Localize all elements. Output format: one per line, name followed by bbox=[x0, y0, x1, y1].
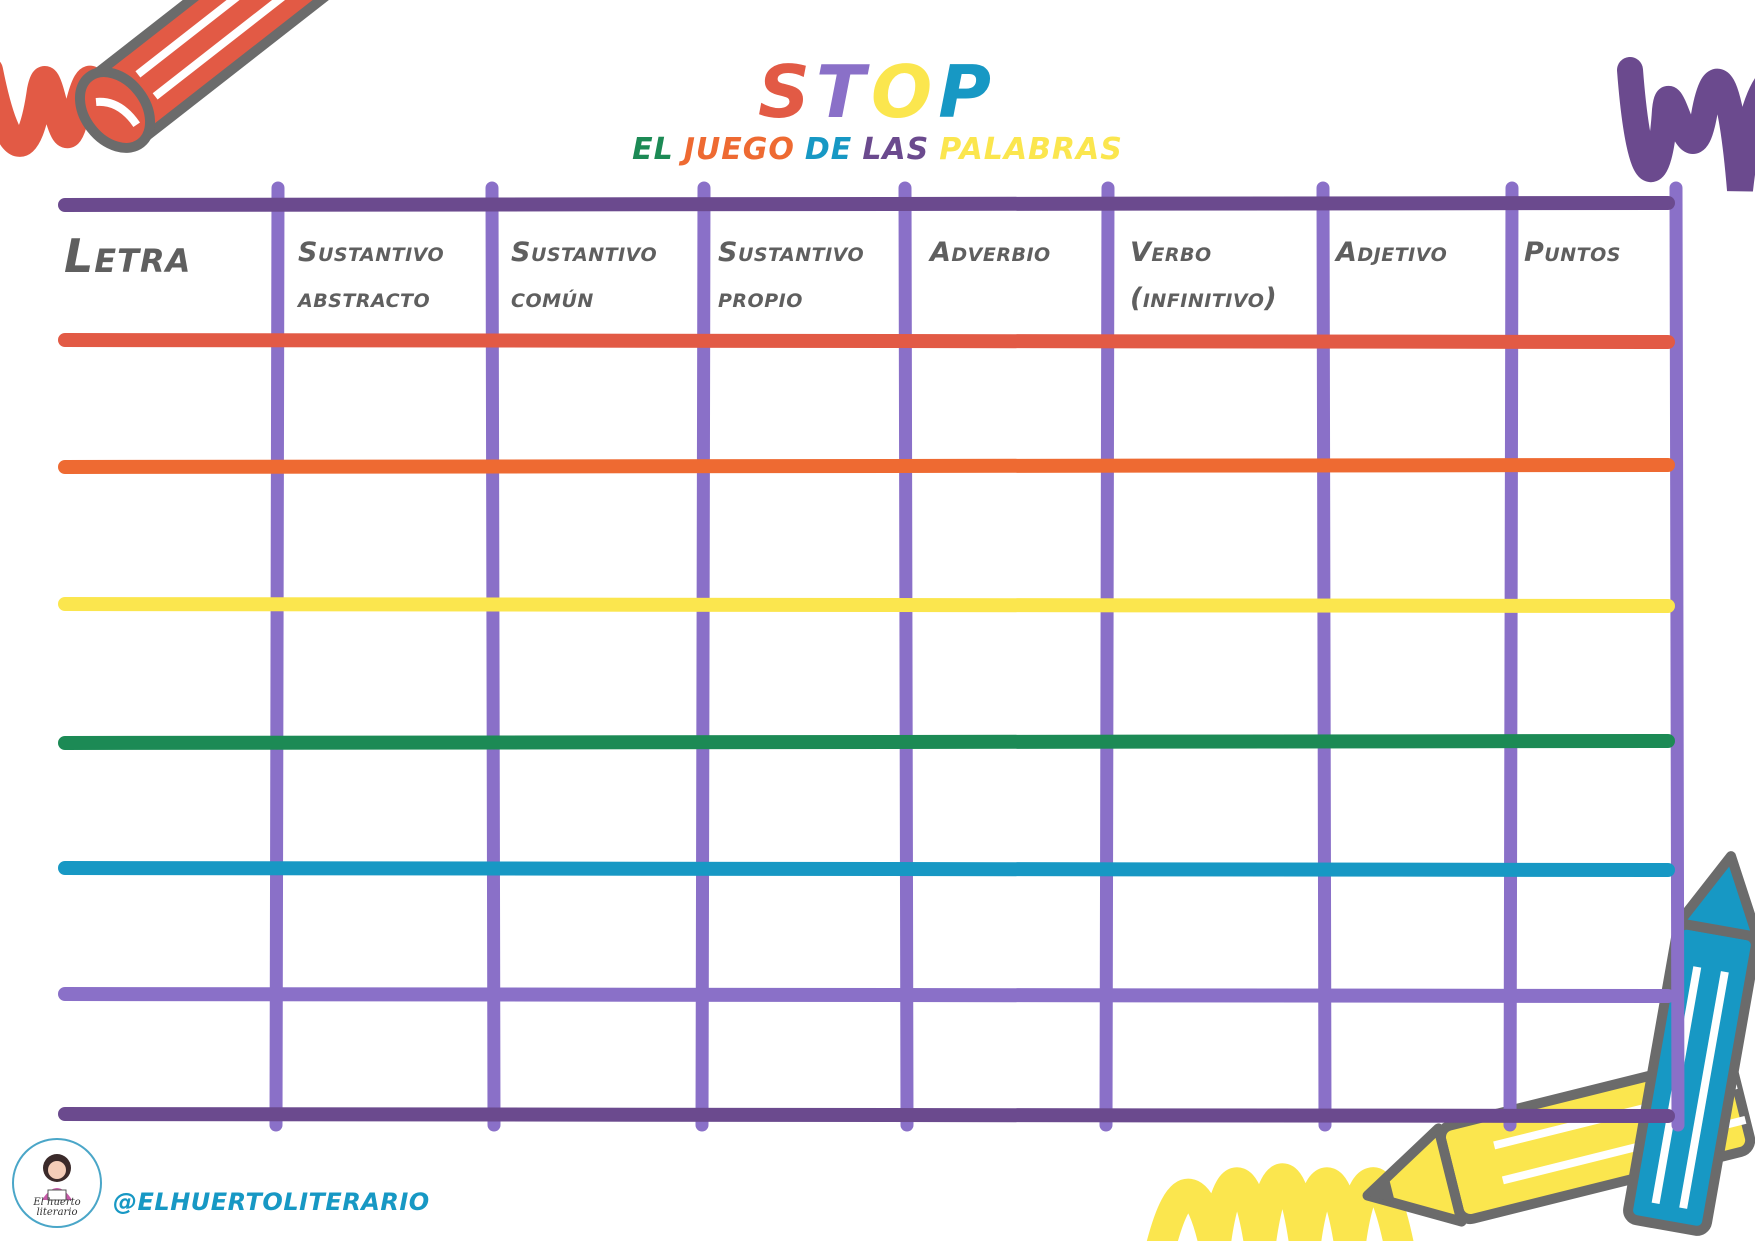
title-letter: T bbox=[815, 50, 871, 134]
grid-column-line bbox=[1503, 181, 1519, 1132]
subtitle-word: LAS bbox=[862, 132, 930, 167]
grid-column-line bbox=[1099, 181, 1115, 1132]
title-letter: P bbox=[938, 50, 997, 134]
header-verbo-infinitivo: Verbo (infinitivo) bbox=[1130, 230, 1277, 322]
blue-crayon-icon bbox=[1623, 851, 1755, 1236]
logo-text-line: El huerto bbox=[33, 1197, 81, 1208]
grid-row-line bbox=[58, 987, 1675, 1003]
subtitle-word: EL bbox=[632, 132, 674, 167]
header-adverbio: Adverbio bbox=[930, 230, 1051, 276]
grid-column-line bbox=[898, 181, 914, 1132]
social-handle: @ELHUERTOLITERARIO bbox=[113, 1188, 430, 1216]
avatar-logo-icon: El huerto literario bbox=[12, 1138, 102, 1228]
header-adjetivo: Adjetivo bbox=[1336, 230, 1447, 276]
header-line: Sustantivo bbox=[298, 237, 445, 268]
logo-text: El huerto literario bbox=[14, 1198, 100, 1218]
grid-top-line bbox=[58, 196, 1675, 212]
header-letra: Letra bbox=[64, 228, 191, 284]
header-line: Verbo bbox=[1130, 237, 1212, 268]
header-line: abstracto bbox=[298, 283, 431, 314]
grid-row-line bbox=[58, 333, 1675, 349]
grid-row-line bbox=[58, 597, 1675, 613]
grid-column-line bbox=[1669, 181, 1685, 1132]
header-line: (infinitivo) bbox=[1130, 283, 1278, 314]
subtitle-word: DE bbox=[804, 132, 853, 167]
header-sustantivo-abstracto: Sustantivo abstracto bbox=[298, 230, 444, 322]
header-line: Adjetivo bbox=[1336, 237, 1448, 268]
grid-column-line bbox=[269, 181, 285, 1132]
grid-column-line bbox=[695, 181, 711, 1132]
grid-row-line bbox=[58, 861, 1675, 877]
header-line: propio bbox=[718, 283, 803, 314]
header-line: Sustantivo bbox=[718, 237, 865, 268]
header-sustantivo-propio: Sustantivo propio bbox=[718, 230, 864, 322]
grid-column-line bbox=[485, 181, 501, 1132]
header-line: Puntos bbox=[1524, 237, 1621, 268]
grid-row-line bbox=[58, 734, 1675, 750]
header-sustantivo-comun: Sustantivo común bbox=[511, 230, 657, 322]
purple-scribble bbox=[1617, 57, 1755, 192]
grid-bottom-line bbox=[58, 1107, 1675, 1123]
header-line: Letra bbox=[64, 229, 192, 283]
subtitle-word: PALABRAS bbox=[939, 132, 1123, 167]
title-letter: O bbox=[870, 50, 939, 134]
subtitle-word: JUEGO bbox=[683, 132, 795, 167]
header-line: común bbox=[511, 283, 594, 314]
red-crayon-icon bbox=[74, 0, 338, 153]
page-title: STOP bbox=[0, 52, 1755, 132]
header-line: Sustantivo bbox=[511, 237, 658, 268]
header-line: Adverbio bbox=[930, 237, 1051, 268]
yellow-scribble bbox=[1146, 1163, 1414, 1241]
avatar-figure bbox=[42, 1154, 72, 1201]
page-subtitle: EL JUEGO DE LAS PALABRAS bbox=[0, 132, 1755, 168]
header-puntos: Puntos bbox=[1524, 230, 1621, 276]
logo-text-line: literario bbox=[36, 1207, 78, 1218]
title-letter: S bbox=[758, 50, 816, 134]
grid-row-line bbox=[58, 458, 1675, 474]
grid-column-line bbox=[1316, 181, 1332, 1132]
